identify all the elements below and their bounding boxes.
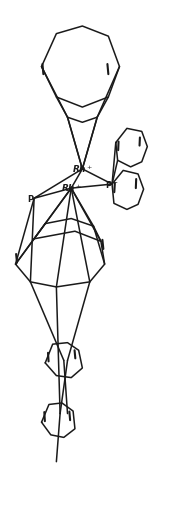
Text: Rh$^+$: Rh$^+$ (61, 182, 82, 194)
Text: P$^-$: P$^-$ (27, 193, 41, 204)
Text: P$^-$: P$^-$ (105, 179, 119, 189)
Text: Rh$^+$: Rh$^+$ (72, 163, 93, 175)
